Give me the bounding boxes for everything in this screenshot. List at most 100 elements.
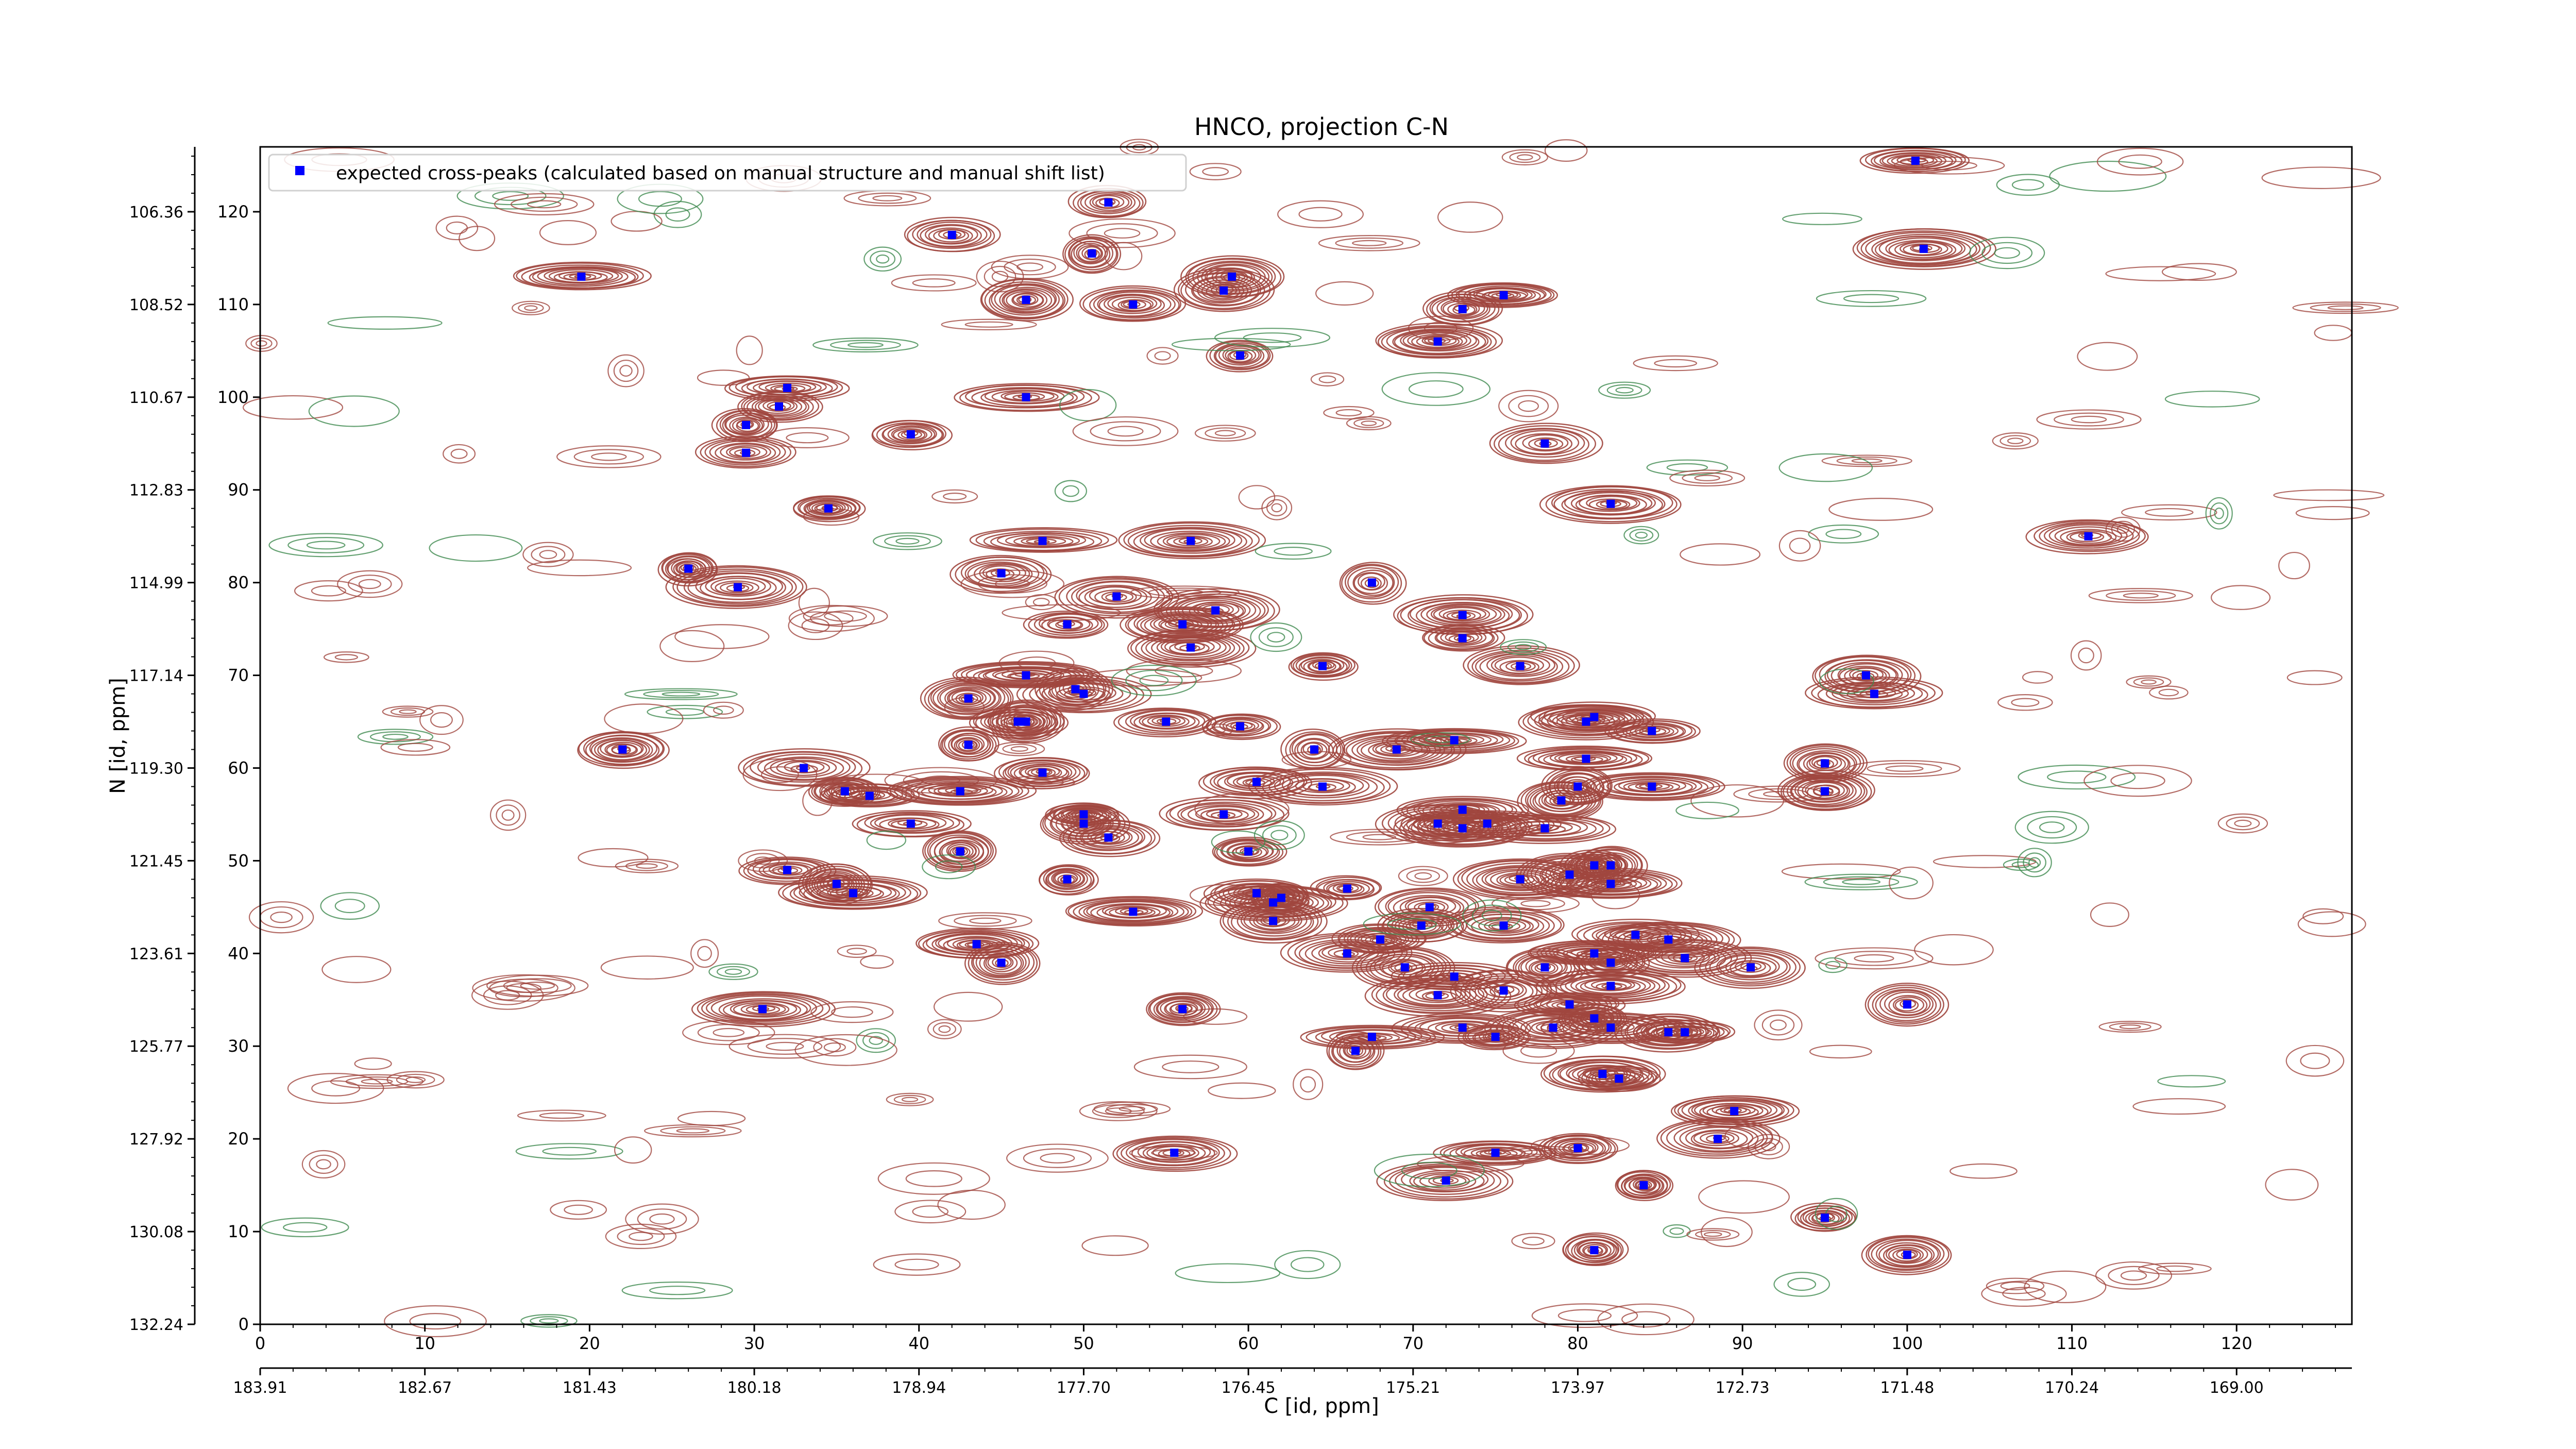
legend-marker-icon (295, 166, 304, 175)
peak-marker (1187, 536, 1195, 545)
contour-ring (758, 398, 798, 414)
peak-marker (906, 430, 915, 439)
noise-contour (2265, 1169, 2319, 1201)
contour-ring (995, 704, 1057, 739)
negative-contour (2047, 770, 2107, 784)
contour-ring (1489, 423, 1603, 464)
contour-ring (1053, 871, 1081, 886)
contour-ring (1605, 1073, 1636, 1084)
noise-contour (600, 955, 694, 980)
noise-contour (522, 542, 574, 567)
noise-contour (1126, 659, 1242, 683)
noise-contour (912, 1205, 949, 1218)
contour-ring (1635, 944, 1733, 973)
contour-ring (1463, 645, 1580, 685)
noise-contour (905, 1170, 962, 1187)
contour-ring (1447, 816, 1528, 832)
negative-contour (334, 899, 365, 914)
noise-contour (2036, 409, 2142, 430)
noise-contour (2007, 437, 2024, 444)
negative-contour (647, 704, 723, 719)
contour-ring (1875, 989, 1937, 1021)
noise-contour (270, 912, 293, 923)
noise-contour (1867, 763, 1942, 775)
noise-contour (1318, 234, 1420, 251)
noise-contour (991, 255, 1069, 279)
contour-ring (1447, 302, 1478, 316)
noise-contour (605, 1223, 677, 1250)
noise-contour (2083, 765, 2192, 797)
peak-marker (1565, 1000, 1574, 1009)
contour-ring (1478, 918, 1531, 934)
contour-ring (2033, 520, 2146, 552)
noise-contour (1492, 894, 1580, 914)
peak-marker (1565, 870, 1574, 879)
contour-ring (986, 568, 1015, 580)
contour-ring (1479, 815, 1611, 842)
contour-ring (1531, 961, 1558, 975)
x-ppm-tick-label: 170.24 (2045, 1379, 2099, 1397)
noise-contour (2278, 551, 2310, 580)
negative-contour (539, 1318, 559, 1324)
noise-contour (384, 1305, 487, 1338)
contour-ring (2066, 530, 2112, 544)
contour-ring (1075, 824, 1143, 851)
contour-ring (1243, 908, 1302, 933)
negative-contour (382, 733, 409, 740)
contour-ring (768, 863, 809, 876)
contour-ring (704, 439, 786, 466)
noise-contour (625, 861, 668, 871)
contour-ring (1394, 981, 1485, 1008)
peak-marker (956, 847, 964, 856)
negative-contour (1615, 386, 1634, 394)
noise-contour (518, 303, 544, 313)
contour-ring (1157, 532, 1226, 551)
peak-marker (1269, 917, 1278, 925)
peak-marker (1079, 810, 1088, 819)
contour-ring (1064, 236, 1118, 273)
peak-marker (1013, 717, 1022, 726)
peak-marker (1236, 722, 1245, 731)
noise-contour (1893, 156, 2005, 175)
noise-contour (786, 432, 829, 444)
noise-contour (1040, 1153, 1075, 1164)
legend: expected cross-peaks (calculated based o… (268, 154, 1187, 192)
contour-ring (1003, 289, 1048, 311)
noise-contour (761, 766, 799, 783)
contour-ring (730, 1000, 798, 1018)
negative-contour (1598, 381, 1651, 399)
y-ppm-tick-label: 106.36 (129, 204, 183, 222)
noise-contour (1277, 200, 1364, 228)
peak-marker (997, 958, 1006, 967)
noise-contour (2022, 671, 2053, 684)
y-ppm-tick-label: 125.77 (129, 1038, 183, 1056)
noise-contour (713, 1027, 745, 1037)
contour-ring (958, 739, 978, 751)
noise-contour (539, 1112, 585, 1119)
contour-ring (1307, 659, 1341, 673)
contour-ring (1868, 1237, 1945, 1271)
contour-ring (1693, 1130, 1739, 1147)
peak-markers (577, 157, 2093, 1259)
negative-contour (2027, 816, 2077, 839)
noise-contour (1032, 598, 1050, 606)
noise-contour (2211, 585, 2271, 610)
noise-contour (615, 858, 679, 873)
peak-marker (1458, 305, 1467, 313)
contour-ring (1295, 778, 1350, 794)
noise-contour (1531, 1303, 1638, 1328)
contour-ring (972, 945, 1030, 979)
x-ppm-tick-label: 176.45 (1222, 1379, 1276, 1397)
contour-ring (1450, 969, 1557, 1013)
noise-contour (1754, 1138, 1783, 1156)
contour-ring (1135, 632, 1245, 665)
contour-ring (1382, 728, 1527, 754)
contour-ring (887, 425, 936, 444)
contour-ring (1522, 434, 1569, 452)
peak-marker (1458, 1023, 1467, 1032)
noise-contour (2118, 154, 2162, 169)
contour-ring (1725, 957, 1777, 978)
contour-ring (700, 437, 791, 467)
negative-contour (869, 1036, 883, 1045)
contour-ring (937, 683, 1000, 713)
